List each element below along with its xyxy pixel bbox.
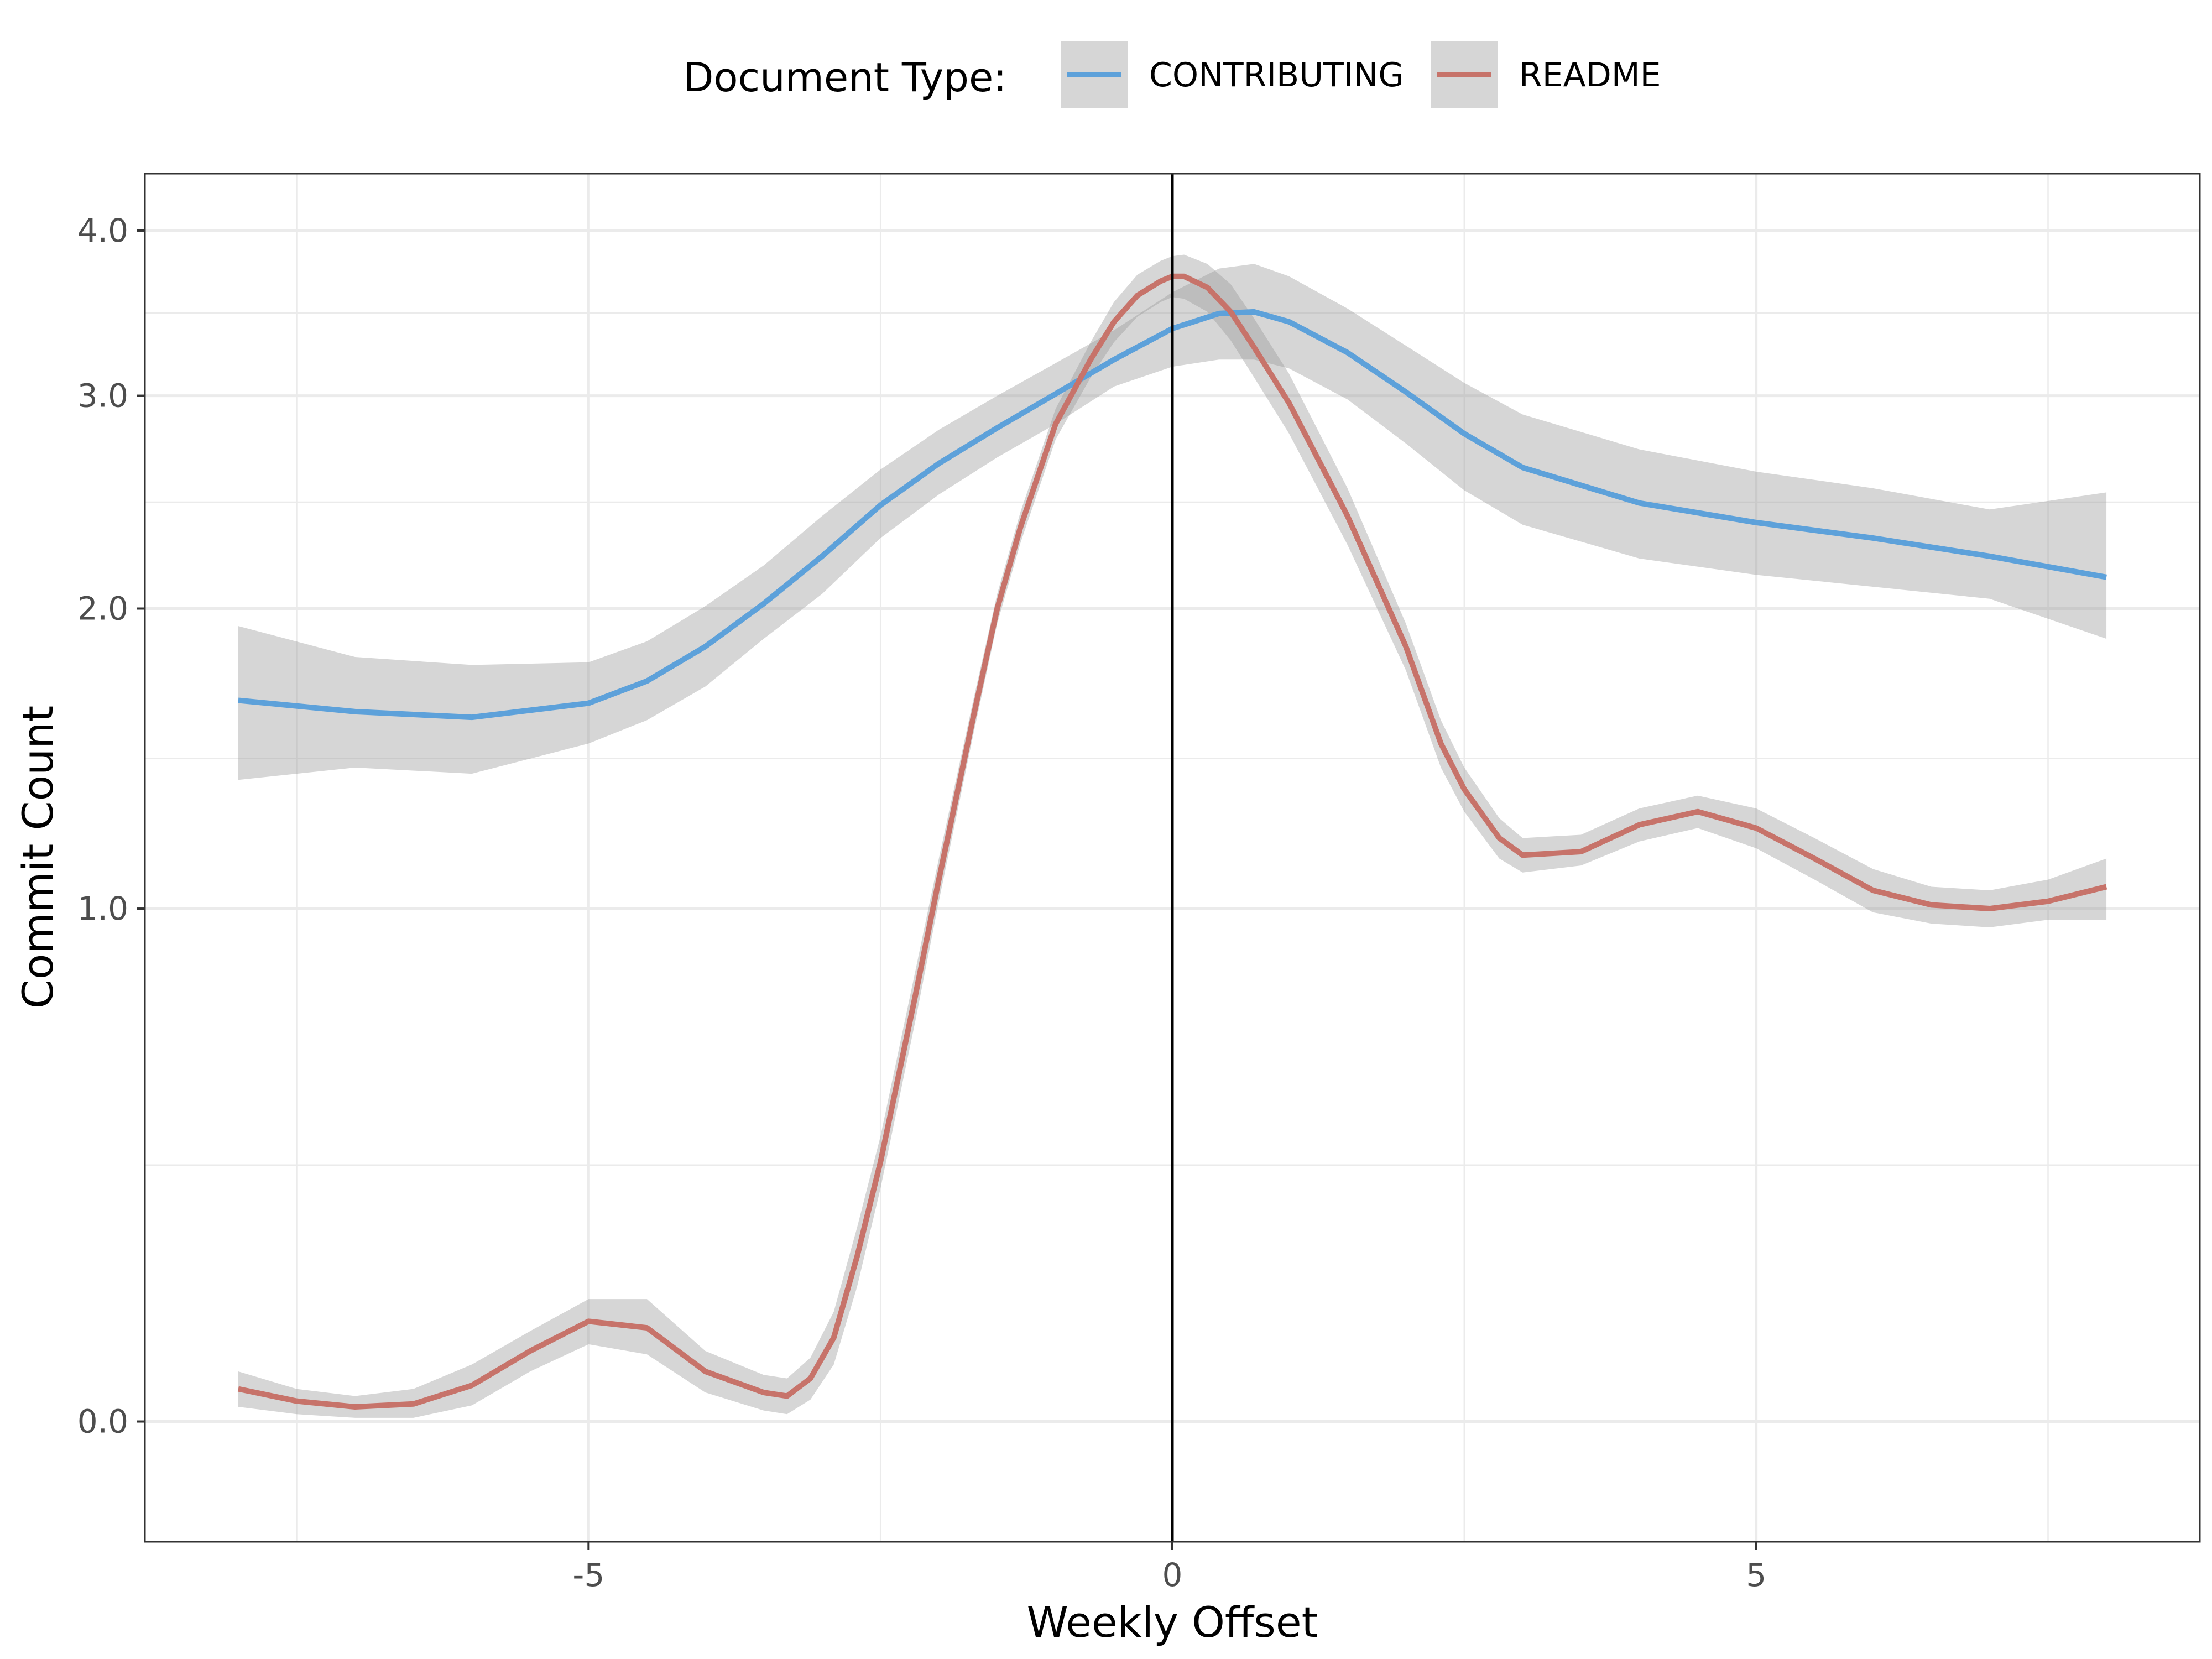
y-tick-label: 0.0 <box>77 1403 128 1441</box>
plot-panel: -5 0 5 0.0 1.0 2.0 3.0 4.0 <box>77 173 2201 1594</box>
y-tick-label: 3.0 <box>77 377 128 415</box>
legend-label: README <box>1519 56 1661 95</box>
legend: Document Type: CONTRIBUTING README <box>683 41 1661 108</box>
y-tick-label: 2.0 <box>77 590 128 628</box>
x-tick-label: -5 <box>572 1556 604 1594</box>
legend-label: CONTRIBUTING <box>1149 56 1404 95</box>
x-tick-label: 0 <box>1162 1556 1183 1594</box>
series-line-contributing <box>238 309 2107 721</box>
confidence-band-contributing <box>238 264 2107 780</box>
legend-title: Document Type: <box>683 54 1007 101</box>
x-tick-label: 5 <box>1746 1556 1766 1594</box>
series-line-readme <box>237 273 2107 1410</box>
y-axis-title: Commit Count <box>13 706 62 1009</box>
y-tick-label: 4.0 <box>77 212 128 249</box>
confidence-band-readme <box>238 254 2107 1418</box>
y-tick-label: 1.0 <box>77 890 128 927</box>
x-axis-title: Weekly Offset <box>1027 1598 1318 1647</box>
